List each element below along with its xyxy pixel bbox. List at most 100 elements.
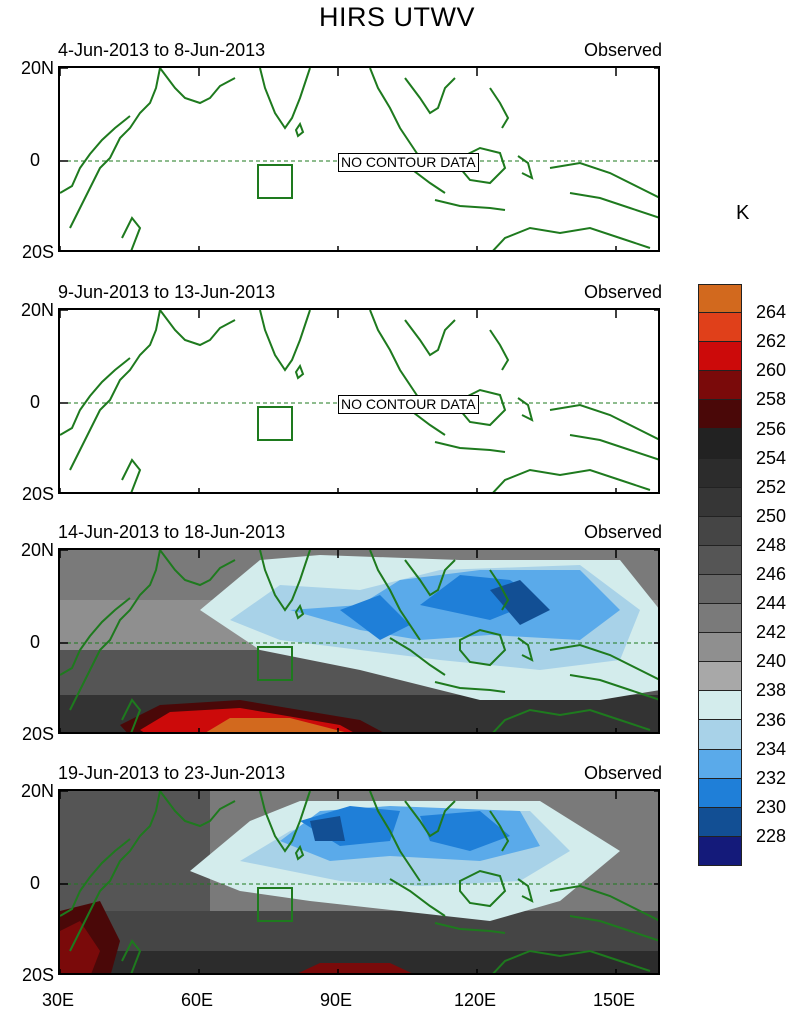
coastline [369,310,421,401]
coastline [549,884,658,922]
coastline [259,310,311,372]
colorbar-tick-label: 244 [756,593,787,614]
coastline [69,550,161,711]
colorbar-swatch [698,400,742,430]
colorbar-tick-label: 234 [756,738,787,759]
coastline [404,800,456,838]
panel-1-lat-20n: 20N [20,58,54,78]
coastline [159,310,236,347]
coastline [259,68,311,130]
panel-2-source: Observed [583,282,662,302]
field-warm-patch-west-core [60,921,100,973]
coastline [159,791,236,828]
colorbar-swatch [698,574,742,605]
colorbar-tick-label: 250 [756,505,787,526]
panel-3-lat-0: 0 [29,632,40,652]
panel-1-lat-0: 0 [29,150,40,170]
panel-2-lat-20n: 20N [20,300,54,320]
coastline [60,597,131,676]
coastline [369,68,421,159]
coastline [60,838,131,917]
coastline [69,791,161,952]
colorbar-tick-label: 252 [756,476,787,497]
colorbar-tick-label: 240 [756,651,787,672]
coastline [404,77,456,115]
field-moist-core-3 [490,580,550,625]
coastline [489,569,510,611]
colorbar-swatch [698,836,742,866]
panel-2-lat-0: 0 [29,392,40,412]
coastline [549,403,658,441]
panel-2-date: 9-Jun-2013 to 13-Jun-2013 [58,282,276,302]
panel-4-lat-0: 0 [29,873,40,893]
coastline [389,878,446,917]
lon-label-150e: 150E [592,990,636,1010]
colorbar-swatch [698,487,742,517]
coastline [517,878,534,903]
colorbar-tick-label: 260 [756,360,787,381]
panel-4-date: 19-Jun-2013 to 23-Jun-2013 [58,763,286,783]
panel-4-lat-20s: 20S [21,965,54,985]
coastline [294,363,305,380]
coastline [489,329,510,371]
field-warm-patch-core [206,718,345,732]
coastline [404,559,456,597]
panel-3-lat-20n: 20N [20,540,54,560]
lon-label-120e: 120E [453,990,497,1010]
panel-1-map: NO CONTOUR DATA [58,66,660,252]
colorbar-tick-label: 254 [756,447,787,468]
coastline [459,869,507,908]
colorbar-swatch [698,313,742,343]
coastline [389,637,446,676]
colorbar-tick-label: 230 [756,796,787,817]
panel-3-map [58,548,660,734]
panel-4-source: Observed [583,763,662,783]
coastline [257,406,293,441]
colorbar-swatch [698,807,742,837]
coastline [517,637,534,662]
colorbar-tick-label: 264 [756,302,787,323]
coastline [369,791,421,882]
panel-3-source: Observed [583,522,662,542]
coastline [549,161,658,199]
colorbar-swatch [698,633,742,663]
panel-1-source: Observed [583,40,662,60]
coastline [259,791,311,853]
coastline [294,603,305,620]
lon-label-90e: 90E [319,990,353,1010]
coastline [492,226,651,250]
lon-label-30e: 30E [41,990,75,1010]
colorbar-swatch [698,429,742,459]
colorbar-tick-label: 236 [756,709,787,730]
panel-2-lat-20s: 20S [21,484,54,504]
coastline [434,199,506,211]
coastline [159,68,236,105]
colorbar-swatch [698,662,742,692]
coastline [517,397,534,422]
coastline [259,550,311,612]
colorbar-swatch [698,749,742,779]
coastline [369,550,421,641]
colorbar-tick-label: 256 [756,418,787,439]
colorbar-swatch [698,545,742,575]
coastline [459,628,507,667]
panel-2-map: NO CONTOUR DATA [58,308,660,494]
lon-label-60e: 60E [180,990,214,1010]
colorbar-tick-label: 238 [756,680,787,701]
coastline [489,810,510,852]
panel-4-map [58,789,660,975]
coastline [489,87,510,129]
panel-1-lat-20s: 20S [21,242,54,262]
colorbar-swatch [698,371,742,401]
coastline [569,434,658,461]
field-moist-core-1 [340,595,410,640]
colorbar-tick-label: 248 [756,534,787,555]
panel-1-no-contour-label: NO CONTOUR DATA [338,153,479,172]
colorbar-tick-label: 258 [756,389,787,410]
colorbar-swatch [698,342,742,372]
colorbar-tick-label: 262 [756,331,787,352]
panel-3-lat-20s: 20S [21,724,54,744]
field-south-dark-band [60,951,658,973]
coastline [121,458,142,492]
colorbar-tick-label: 228 [756,825,787,846]
